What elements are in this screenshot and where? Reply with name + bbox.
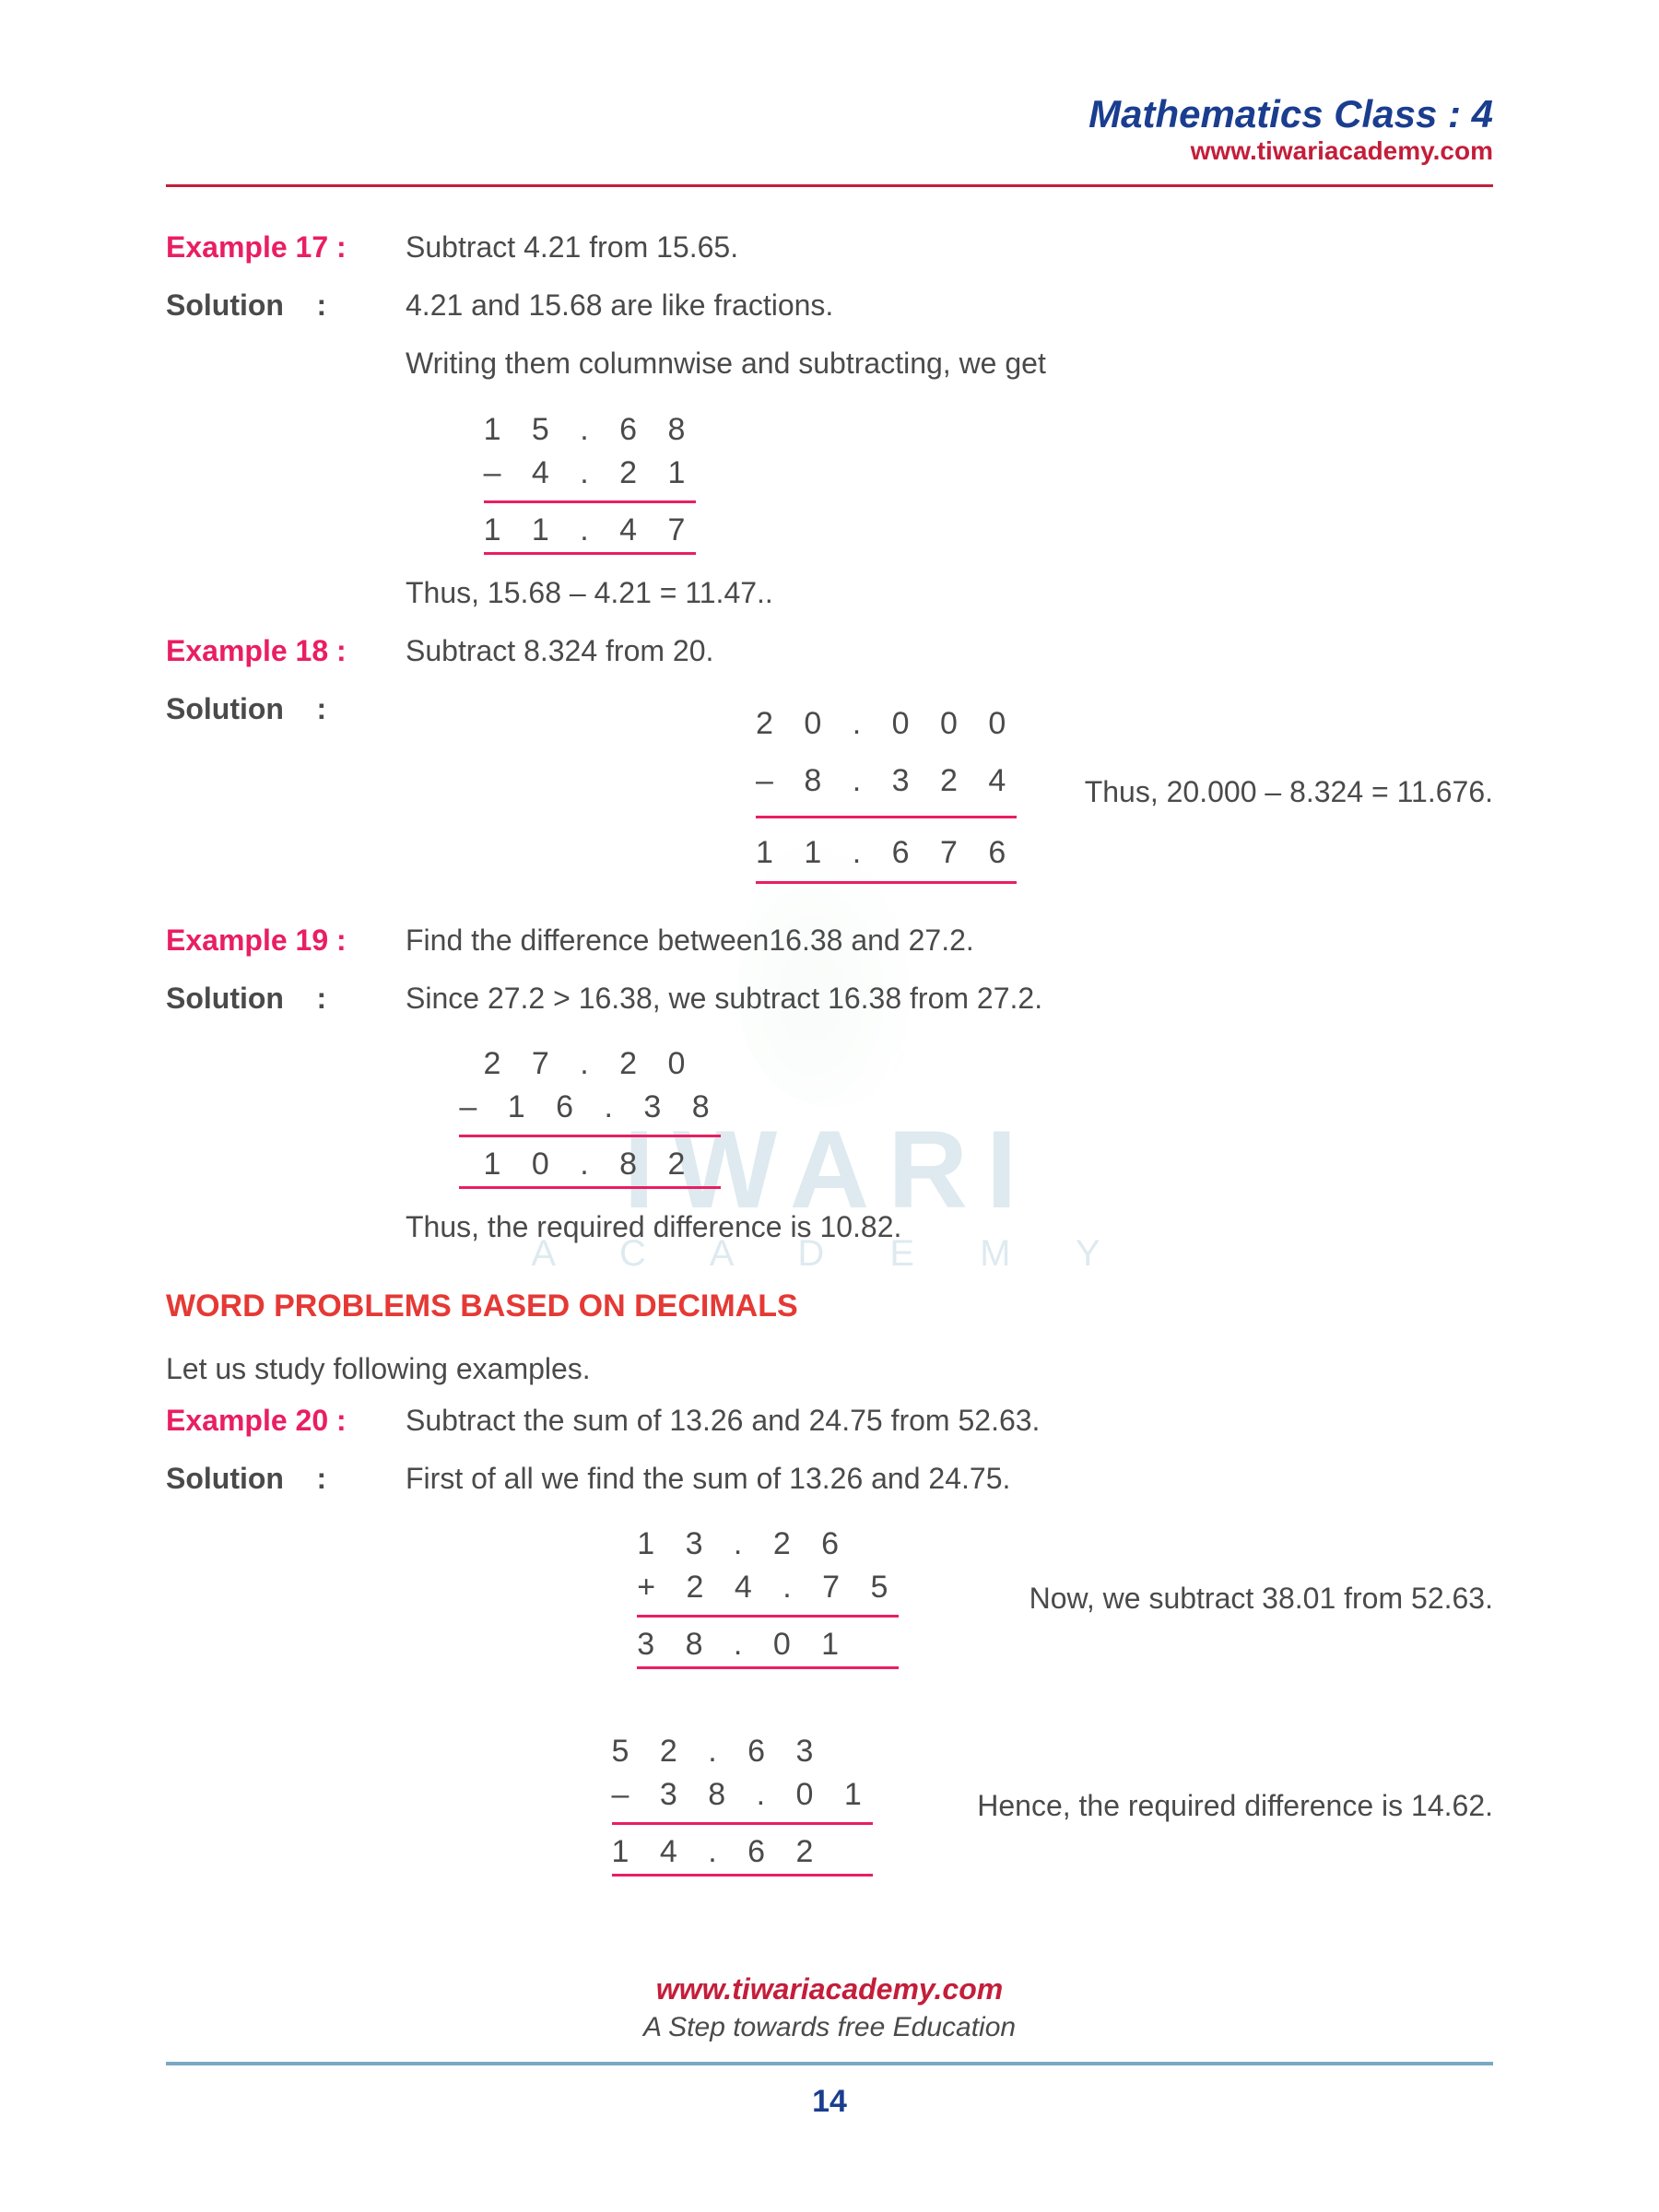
spacer <box>166 1684 1493 1721</box>
calc-line <box>612 1822 873 1825</box>
sol-text: Solution <box>166 1462 284 1495</box>
ex20-sol1: First of all we find the sum of 13.26 an… <box>406 1455 1493 1502</box>
calc-r1: 2 7 . 2 0 <box>459 1042 720 1086</box>
ex20-calc1-wrap: 1 3 . 2 6 + 2 4 . 7 5 3 8 . 0 1 Now, we … <box>535 1513 1493 1684</box>
ex20-question: Example 20 : Subtract the sum of 13.26 a… <box>166 1397 1493 1444</box>
calc-r2: – 4 . 2 1 <box>484 452 697 495</box>
calc-block: 1 3 . 2 6 + 2 4 . 7 5 3 8 . 0 1 <box>637 1523 899 1675</box>
calc-line <box>459 1135 720 1137</box>
solution-label: Solution : <box>166 975 406 1022</box>
body-content: Mathematics Class : 4 www.tiwariacademy.… <box>166 92 1493 1891</box>
page: IWARI A C A D E M Y Mathematics Class : … <box>0 0 1659 2212</box>
ex19-sol1: Since 27.2 > 16.38, we subtract 16.38 fr… <box>406 975 1493 1022</box>
solution-label: Solution : <box>166 686 406 899</box>
calc-r3: 3 8 . 0 1 <box>637 1623 899 1669</box>
ex19-q: Find the difference between16.38 and 27.… <box>406 917 1493 964</box>
calc-block: 2 7 . 2 0 – 1 6 . 3 8 1 0 . 8 2 <box>459 1042 720 1194</box>
page-number: 14 <box>0 2084 1659 2120</box>
calc-line <box>637 1615 899 1618</box>
header-title: Mathematics Class : 4 <box>166 92 1493 136</box>
sol-text: Solution <box>166 288 284 322</box>
sol-text: Solution <box>166 982 284 1015</box>
calc-r1: 1 3 . 2 6 <box>637 1523 899 1566</box>
ex18-label: Example 18 : <box>166 628 406 675</box>
calc-r3: 1 4 . 6 2 <box>612 1830 873 1877</box>
ex20-note1: Now, we subtract 38.01 from 52.63. <box>1030 1582 1493 1616</box>
calc-r2: – 1 6 . 3 8 <box>459 1086 720 1129</box>
solution-label: Solution : <box>166 1455 406 1502</box>
ex17-label: Example 17 : <box>166 224 406 271</box>
ex20-label: Example 20 : <box>166 1397 406 1444</box>
ex18-solution: Solution : 2 0 . 0 0 0 – 8 . 3 2 4 1 1 .… <box>166 686 1493 899</box>
ex17-calc: 1 5 . 6 8 – 4 . 2 1 1 1 . 4 7 <box>406 399 774 570</box>
sol-text: Solution <box>166 692 284 725</box>
calc-line <box>756 816 1017 818</box>
header: Mathematics Class : 4 www.tiwariacademy.… <box>166 92 1493 166</box>
ex20-calc2-wrap: 5 2 . 6 3 – 3 8 . 0 1 1 4 . 6 2 Hence, t… <box>535 1721 1493 1891</box>
calc-block: 5 2 . 6 3 – 3 8 . 0 1 1 4 . 6 2 <box>612 1730 873 1882</box>
footer-line <box>166 2062 1493 2065</box>
ex17-sol1: 4.21 and 15.68 are like fractions. <box>406 282 1493 329</box>
ex19-label: Example 19 : <box>166 917 406 964</box>
calc-r2: – 3 8 . 0 1 <box>612 1773 873 1817</box>
ex17-q: Subtract 4.21 from 15.65. <box>406 224 1493 271</box>
calc-r2: + 2 4 . 7 5 <box>637 1566 899 1609</box>
ex18-ans: Thus, 20.000 – 8.324 = 11.676. <box>1085 769 1493 816</box>
header-url: www.tiwariacademy.com <box>166 136 1493 166</box>
ex17-ans: Thus, 15.68 – 4.21 = 11.47.. <box>406 570 1493 617</box>
calc-r1: 5 2 . 6 3 <box>612 1730 873 1773</box>
section-heading: WORD PROBLEMS BASED ON DECIMALS <box>166 1288 1493 1324</box>
header-divider <box>166 184 1493 187</box>
ex20-note2: Hence, the required difference is 14.62. <box>977 1789 1493 1823</box>
calc-line <box>484 500 697 503</box>
calc-r2: – 8 . 3 2 4 <box>756 752 1017 809</box>
calc-r1: 1 5 . 6 8 <box>484 408 697 452</box>
calc-r3: 1 1 . 4 7 <box>484 509 697 555</box>
ex18-calc-wrap: 2 0 . 0 0 0 – 8 . 3 2 4 1 1 . 6 7 6 Thus… <box>645 686 1493 899</box>
ex20-solution: Solution : First of all we find the sum … <box>166 1455 1493 1502</box>
ex18-q: Subtract 8.324 from 20. <box>406 628 1493 675</box>
ex19-question: Example 19 : Find the difference between… <box>166 917 1493 964</box>
footer-url: www.tiwariacademy.com <box>0 1972 1659 2006</box>
calc-r3: 1 1 . 6 7 6 <box>756 824 1017 884</box>
ex17-question: Example 17 : Subtract 4.21 from 15.65. <box>166 224 1493 271</box>
intro: Let us study following examples. <box>166 1352 1493 1386</box>
ex17-solution: Solution : 4.21 and 15.68 are like fract… <box>166 282 1493 329</box>
calc-block: 2 0 . 0 0 0 – 8 . 3 2 4 1 1 . 6 7 6 <box>756 695 1017 889</box>
calc-r1: 2 0 . 0 0 0 <box>756 695 1017 752</box>
solution-label: Solution : <box>166 282 406 329</box>
footer-tag: A Step towards free Education <box>0 2012 1659 2043</box>
calc-r3: 1 0 . 8 2 <box>459 1143 720 1189</box>
ex18-question: Example 18 : Subtract 8.324 from 20. <box>166 628 1493 675</box>
calc-block: 1 5 . 6 8 – 4 . 2 1 1 1 . 4 7 <box>484 408 697 560</box>
ex19-calc: 2 7 . 2 0 – 1 6 . 3 8 1 0 . 8 2 <box>406 1033 774 1204</box>
footer: www.tiwariacademy.com A Step towards fre… <box>0 1972 1659 2120</box>
ex19-ans: Thus, the required difference is 10.82. <box>406 1204 1493 1251</box>
ex20-q: Subtract the sum of 13.26 and 24.75 from… <box>406 1397 1493 1444</box>
ex17-sol2: Writing them columnwise and subtracting,… <box>406 340 1493 387</box>
ex19-solution: Solution : Since 27.2 > 16.38, we subtra… <box>166 975 1493 1022</box>
